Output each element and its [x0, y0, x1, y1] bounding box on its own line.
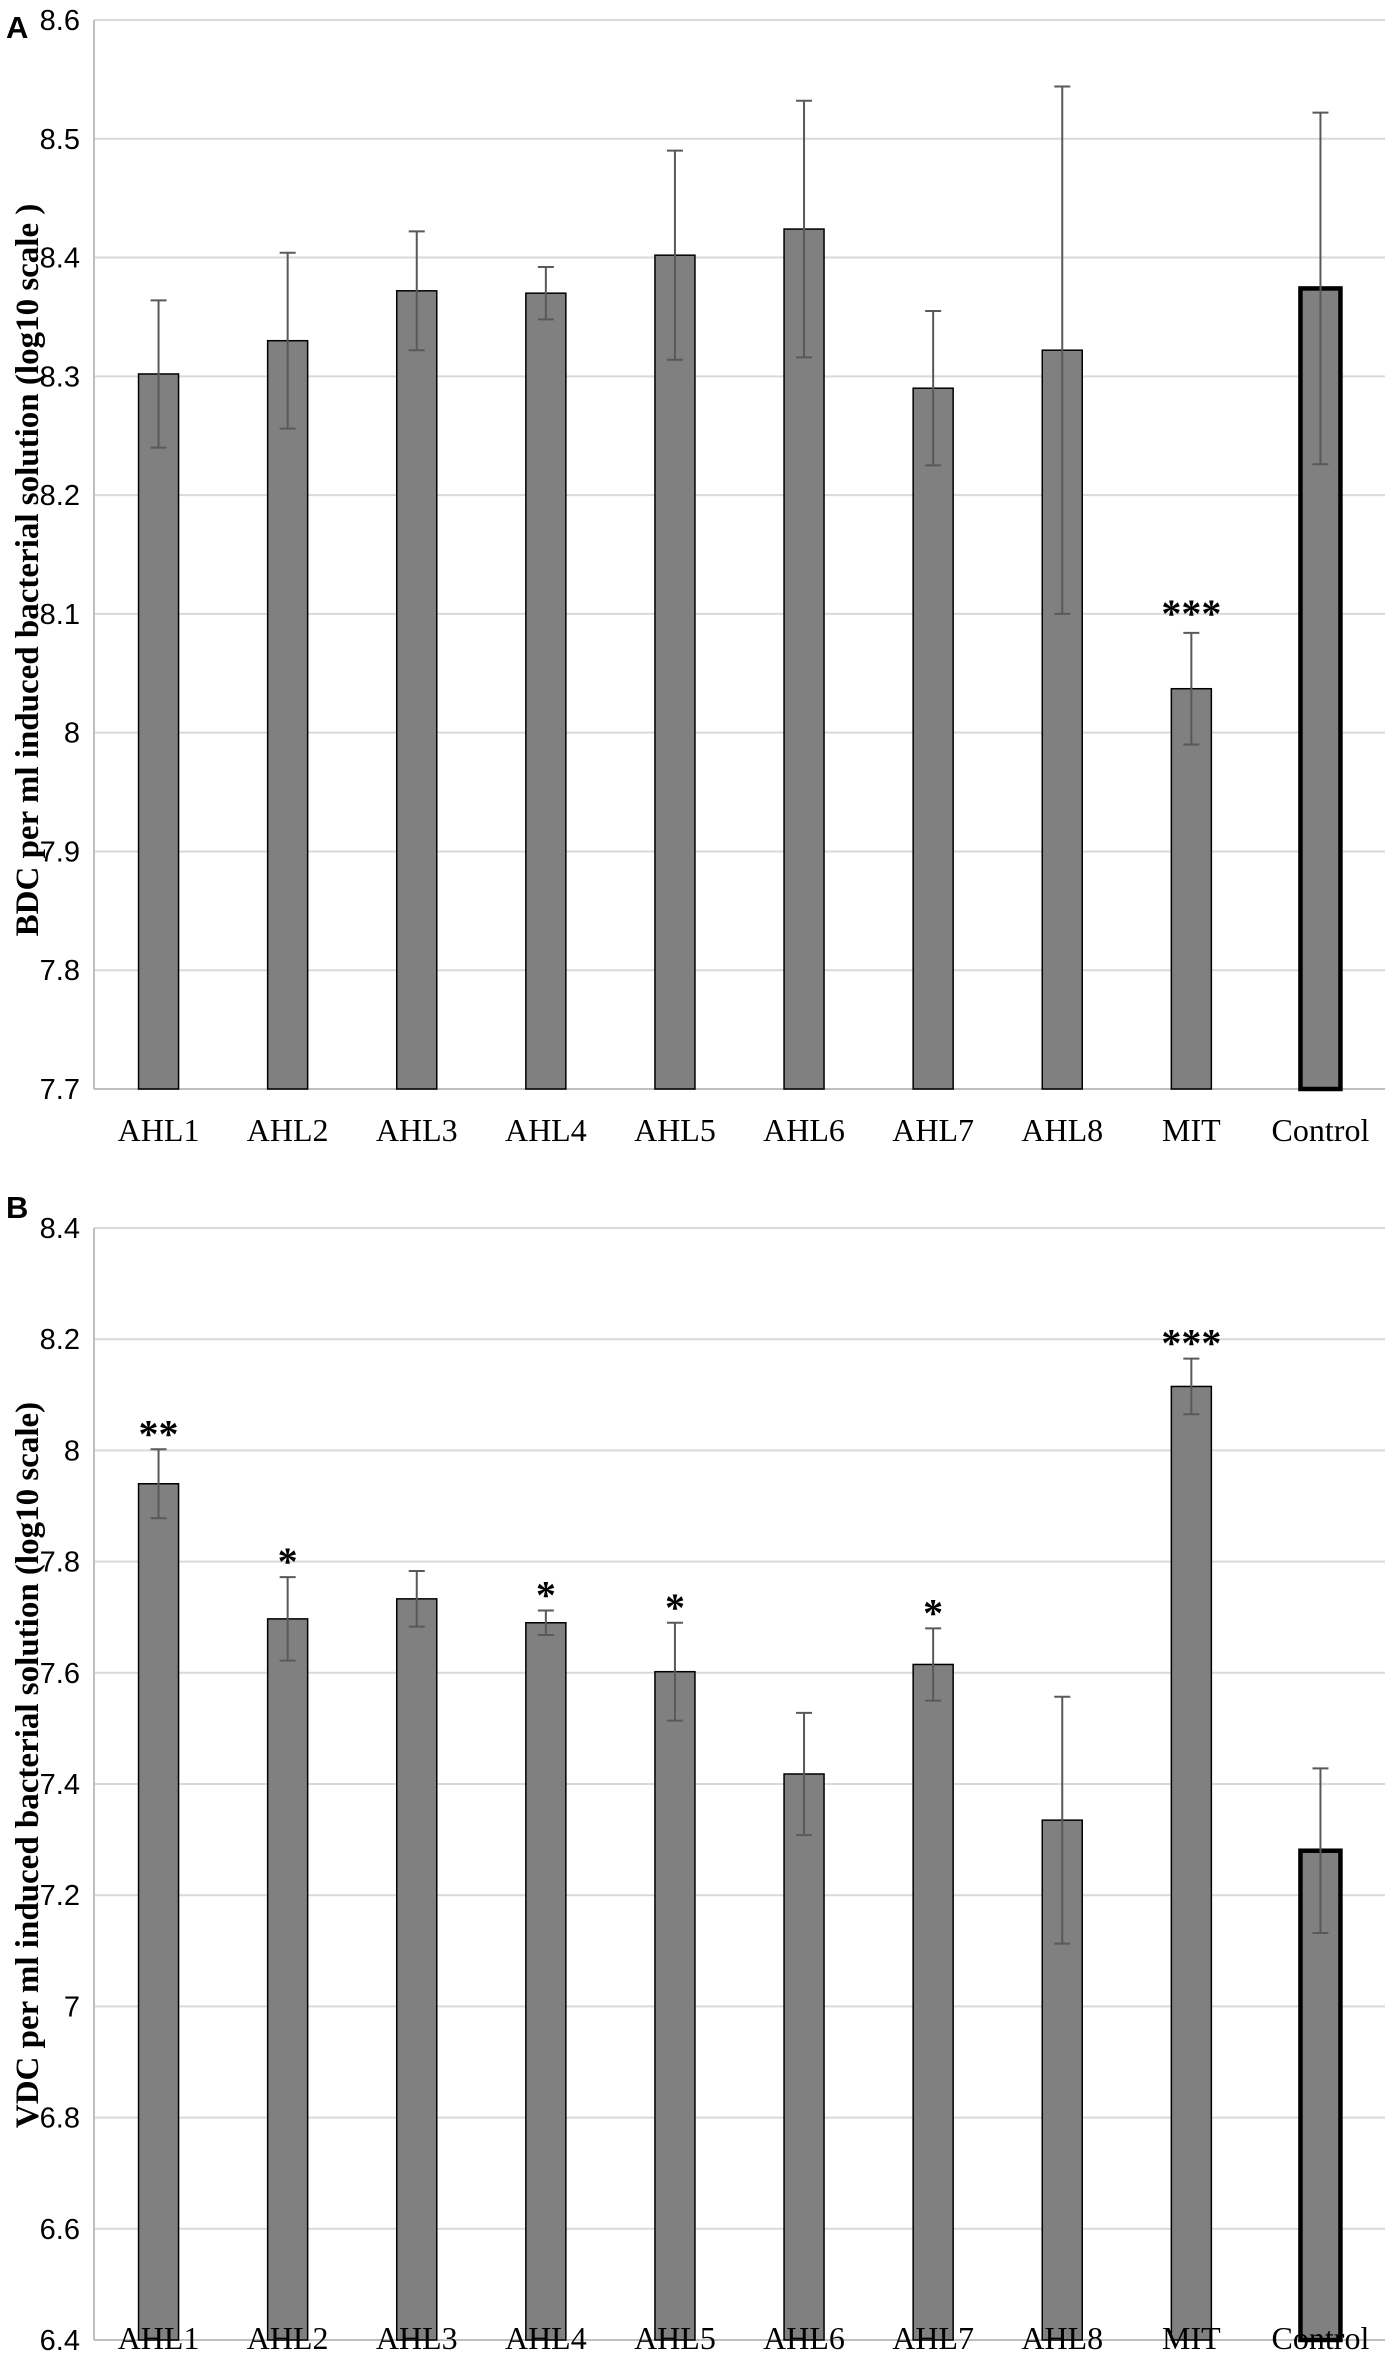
panel-b-y-tick-label: 6.4 [40, 2325, 80, 2357]
panel-a-y-tick-label: 8.3 [40, 361, 80, 393]
panel-a-category-label: AHL7 [892, 1112, 974, 1148]
panel-a-bar-ahl1 [137, 373, 180, 1090]
panel-b-y-tick-label: 6.8 [40, 2103, 80, 2135]
panel-b-label: B [6, 1190, 28, 1225]
panel-b-y-tick-label: 7.8 [40, 1547, 80, 1579]
panel-a-error-bar-ahl7 [925, 310, 942, 467]
panel-a-category-label: Control [1272, 1112, 1370, 1148]
panel-b-bar-ahl5 [654, 1670, 696, 2341]
panel-a-y-tick-label: 8.2 [40, 480, 80, 512]
panel-a-y-tick-label: 7.8 [40, 955, 80, 987]
panel-a-error-bar-mit [1183, 631, 1200, 746]
panel-b-bar-ahl6 [783, 1773, 825, 2341]
panel-b-significance-mark: *** [1161, 1321, 1221, 1366]
panel-a-significance-mark: *** [1161, 591, 1221, 636]
panel-b-error-bar-ahl7 [925, 1627, 942, 1702]
panel-b-y-tick-label: 6.6 [40, 2214, 80, 2246]
panel-b-significance-mark: * [665, 1585, 685, 1630]
panel-b-y-tick-label: 8.2 [40, 1324, 80, 1356]
panel-b-error-bar-control [1312, 1767, 1329, 1935]
panel-a: A 7.7 7.8 7.9 8 8.1 8.2 8.3 8.4 8.5 8.6 AHL1 AHL2 A… [6, 5, 1385, 1148]
panel-a-y-tick-label: 7.7 [40, 1074, 80, 1106]
panel-b-error-bar-ahl2 [279, 1576, 296, 1662]
panel-a-error-bar-ahl3 [408, 230, 425, 352]
panel-a-bar-ahl2 [266, 339, 309, 1090]
panel-a-bar-ahl7 [912, 387, 954, 1090]
panel-b-bar-ahl2 [266, 1618, 309, 2341]
panel-a-bar-ahl3 [396, 290, 438, 1090]
panel-b-error-bar-ahl1 [150, 1448, 167, 1520]
panel-a-y-axis-title: BDC per ml induced bacterial solution (l… [10, 204, 46, 937]
panel-a-category-label: MIT [1162, 1112, 1221, 1148]
panel-a-bar-ahl4 [525, 292, 567, 1090]
panel-a-label: A [6, 10, 28, 45]
panel-b-category-label: AHL2 [247, 2320, 329, 2356]
panel-a-y-tick-label: 8.5 [40, 124, 80, 156]
panel-b-error-bar-ahl3 [408, 1570, 425, 1628]
panel-b: B 6.4 6.6 6.8 7 7.2 7.4 7.6 7.8 8 8.2 8.4 AHL1 AHL2… [6, 1190, 1385, 2357]
panel-a-error-bar-ahl1 [150, 299, 167, 449]
panel-b-category-label: MIT [1162, 2320, 1221, 2356]
panel-b-bar-ahl7 [912, 1663, 954, 2341]
panel-b-y-tick-label: 7.4 [40, 1769, 80, 1801]
panel-a-category-label: AHL5 [634, 1112, 716, 1148]
panel-b-bar-ahl4 [525, 1622, 567, 2341]
panel-a-y-tick-label: 8.4 [40, 243, 80, 275]
panel-a-y-tick-label: 8.1 [40, 599, 80, 631]
panel-b-category-label: Control [1272, 2320, 1370, 2356]
panel-a-bar-ahl6 [783, 228, 825, 1090]
panel-a-category-label: AHL4 [505, 1112, 587, 1148]
panel-b-y-axis-title: VDC per ml induced bacterial solution (l… [10, 1402, 46, 2128]
panel-a-error-bar-ahl5 [666, 149, 683, 361]
panel-b-bar-mit [1170, 1385, 1213, 2341]
panel-a-category-label: AHL2 [247, 1112, 329, 1148]
panel-b-error-bar-ahl5 [666, 1621, 683, 1722]
panel-a-category-label: AHL3 [376, 1112, 458, 1148]
panel-a-error-bar-ahl2 [279, 251, 296, 430]
panel-b-category-label: AHL8 [1021, 2320, 1103, 2356]
panel-b-significance-mark: * [278, 1539, 298, 1584]
panel-a-y-tick-label: 8.6 [40, 5, 80, 37]
panel-a-y-tick-label: 8 [64, 718, 80, 750]
panel-b-category-label: AHL5 [634, 2320, 716, 2356]
panel-b-y-tick-label: 8 [64, 1435, 80, 1467]
panel-b-category-label: AHL3 [376, 2320, 458, 2356]
panel-a-bar-ahl5 [654, 254, 696, 1090]
panel-a-error-bar-ahl4 [537, 266, 554, 321]
panel-b-significance-mark: * [923, 1590, 943, 1635]
panel-b-error-bar-ahl6 [796, 1711, 813, 1837]
panel-b-category-label: AHL1 [118, 2320, 200, 2356]
panel-a-y-tick-label: 7.9 [40, 836, 80, 868]
panel-b-category-label: AHL7 [892, 2320, 974, 2356]
panel-b-y-tick-label: 7.6 [40, 1658, 80, 1690]
panel-a-error-bar-ahl6 [796, 99, 813, 359]
panel-b-y-tick-label: 7 [64, 1991, 80, 2023]
panel-b-category-label: AHL4 [505, 2320, 587, 2356]
panel-b-category-label: AHL6 [763, 2320, 845, 2356]
panel-a-error-bar-control [1312, 111, 1329, 466]
panel-a-category-label: AHL8 [1021, 1112, 1103, 1148]
panel-a-category-label: AHL1 [118, 1112, 200, 1148]
panel-a-bar-mit [1170, 687, 1213, 1090]
panel-b-bar-ahl1 [137, 1483, 180, 2341]
panel-b-y-tick-label: 8.4 [40, 1213, 80, 1245]
panel-b-bar-ahl3 [396, 1598, 438, 2341]
panel-a-category-label: AHL6 [763, 1112, 845, 1148]
panel-b-significance-mark: * [536, 1573, 556, 1618]
panel-b-error-bar-mit [1183, 1357, 1200, 1416]
panel-b-significance-mark: ** [139, 1411, 179, 1456]
panel-b-y-tick-label: 7.2 [40, 1880, 80, 1912]
panel-b-error-bar-ahl4 [537, 1609, 554, 1636]
panel-a-error-bar-ahl8 [1054, 85, 1071, 615]
panel-b-error-bar-ahl8 [1054, 1695, 1071, 1945]
